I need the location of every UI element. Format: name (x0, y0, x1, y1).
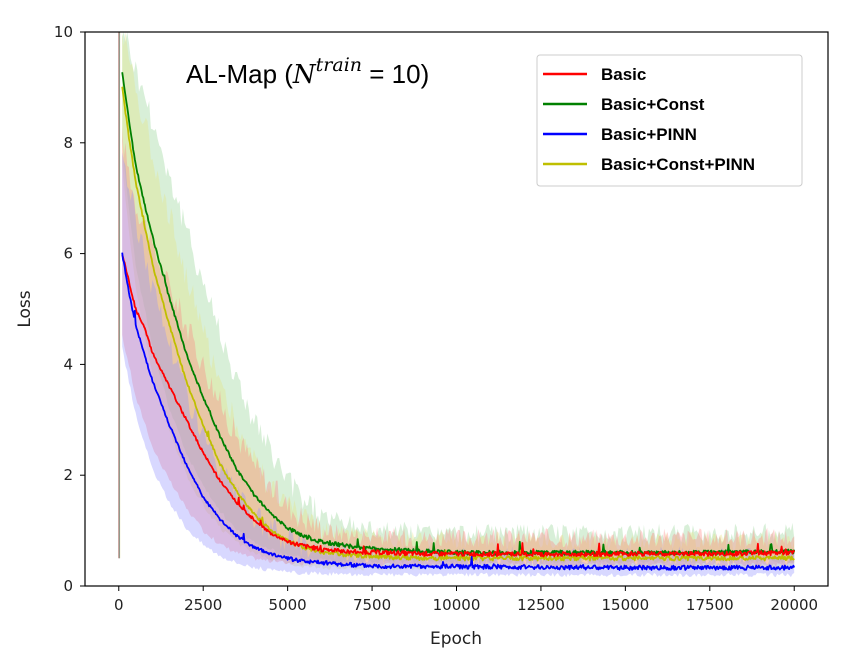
y-axis-ticks: 0 2 4 6 8 10 (54, 23, 85, 595)
title-superscript: train (316, 54, 362, 76)
title-prefix: AL-Map ( (186, 59, 293, 89)
x-tick-label: 7500 (353, 596, 391, 614)
title-suffix: = 10) (362, 59, 429, 89)
legend: Basic Basic+Const Basic+PINN Basic+Const+PI… (536, 54, 803, 187)
legend-items: Basic Basic+Const Basic+PINN Basic+Const+PI… (543, 65, 755, 174)
legend-label: Basic (601, 65, 646, 84)
confidence-bands (118, 32, 795, 578)
x-axis-ticks: 0 2500 5000 7500 10000 12500 15000 17500 20000 (114, 586, 818, 614)
y-tick-label: 2 (63, 466, 73, 484)
line-basic-pinn (121, 252, 796, 571)
x-tick-label: 2500 (184, 596, 222, 614)
x-tick-label: 20000 (770, 596, 818, 614)
x-axis-label: Epoch (430, 629, 482, 649)
y-tick-label: 10 (54, 23, 73, 41)
legend-label: Basic+Const+PINN (601, 155, 755, 174)
legend-label: Basic+Const (601, 95, 705, 114)
title-symbol: N (292, 60, 317, 90)
y-tick-label: 0 (63, 577, 73, 595)
y-tick-label: 8 (63, 134, 73, 152)
y-axis-label: Loss (15, 290, 35, 327)
x-tick-label: 17500 (686, 596, 734, 614)
x-tick-label: 0 (114, 596, 124, 614)
line-basic (121, 254, 795, 558)
x-tick-label: 5000 (269, 596, 307, 614)
x-tick-label: 10000 (433, 596, 481, 614)
series-lines (121, 72, 796, 571)
y-tick-label: 6 (63, 245, 73, 263)
x-tick-label: 15000 (602, 596, 650, 614)
legend-label: Basic+PINN (601, 125, 697, 144)
line-basic-const-pinn (121, 86, 795, 562)
chart-title: AL-Map (Ntrain = 10) (186, 54, 429, 90)
y-tick-label: 4 (63, 355, 73, 373)
legend-box (536, 54, 803, 187)
x-tick-label: 12500 (517, 596, 565, 614)
